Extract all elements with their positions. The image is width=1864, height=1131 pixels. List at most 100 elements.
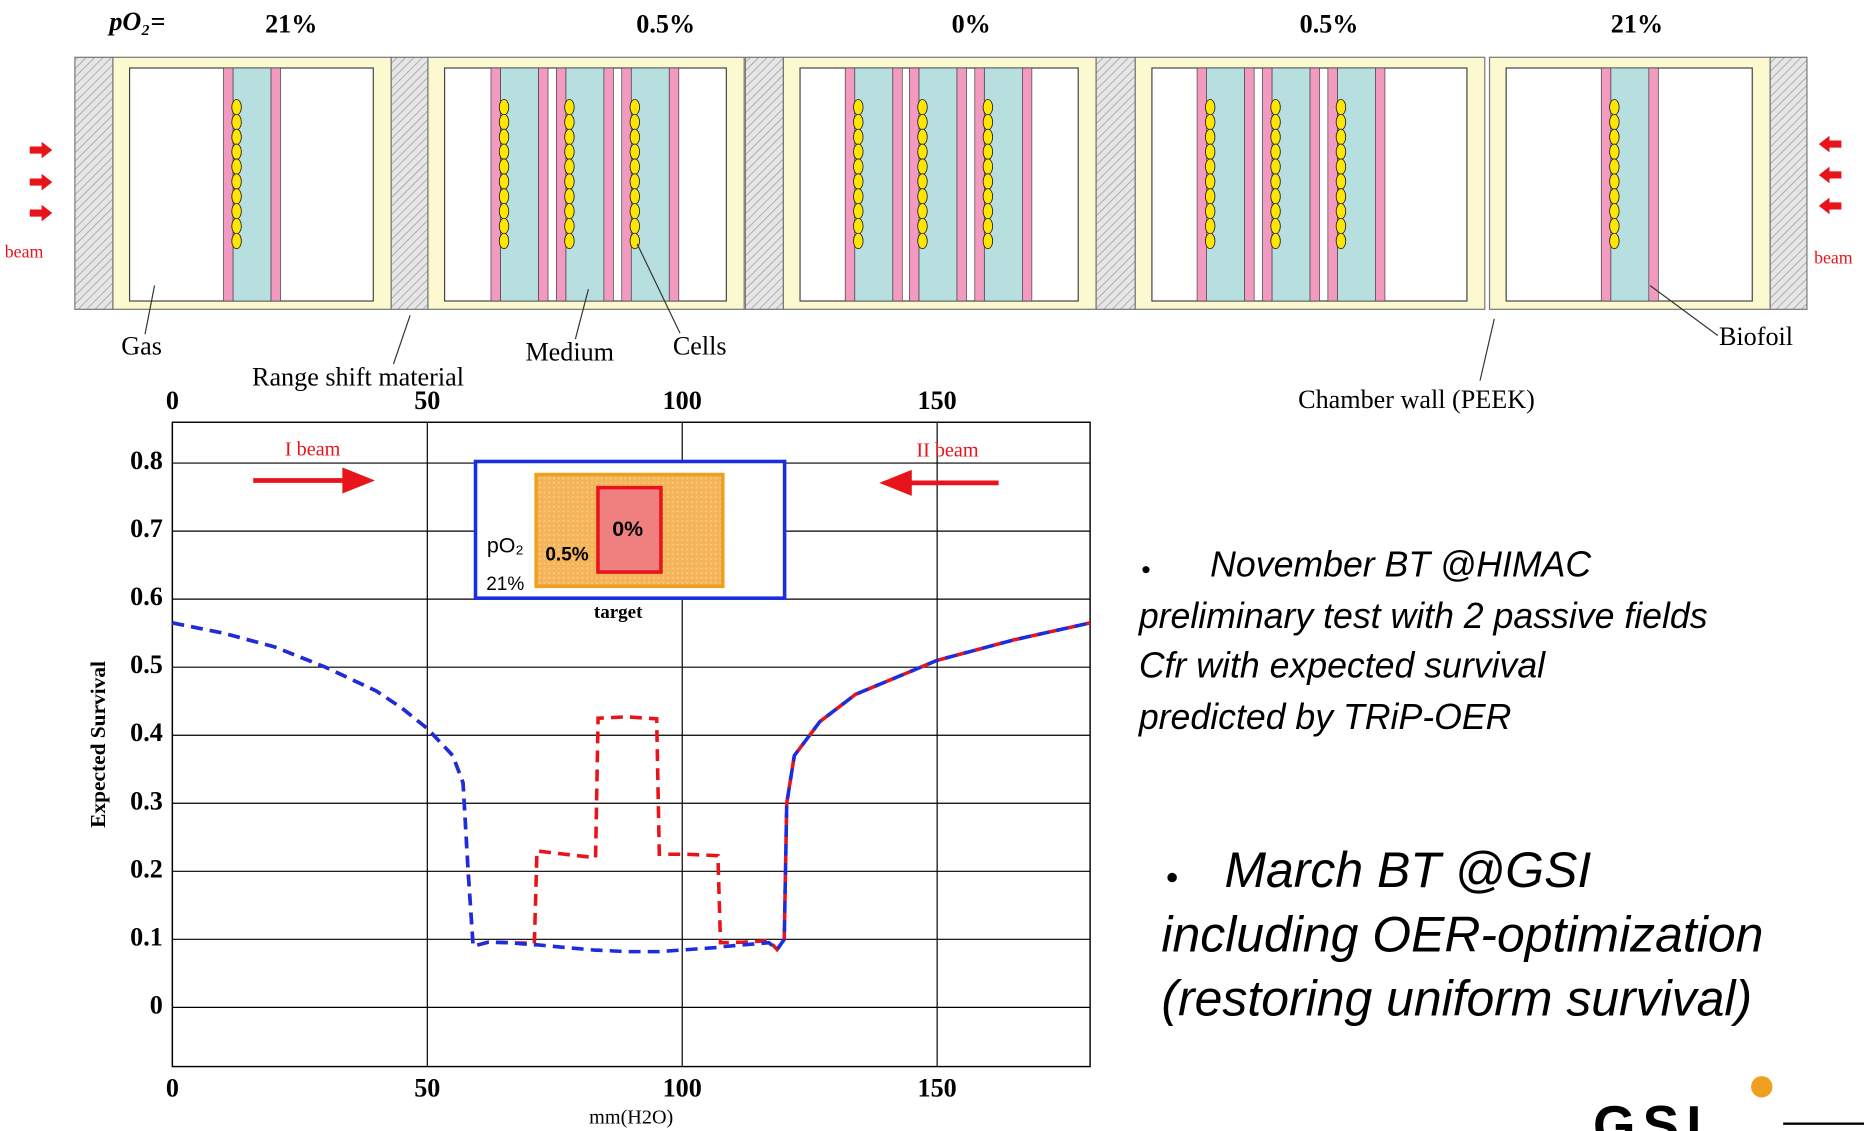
beam-arrow — [29, 141, 53, 159]
cell — [917, 128, 928, 146]
cell — [564, 99, 575, 116]
cell — [564, 232, 575, 250]
cell — [1609, 173, 1620, 190]
cell — [629, 99, 640, 116]
beam-label: beam — [5, 242, 44, 262]
leader-line — [574, 288, 590, 340]
cell — [853, 188, 864, 205]
cell — [629, 143, 640, 160]
annotation: target — [594, 602, 643, 623]
cell — [853, 158, 864, 175]
cell — [231, 203, 242, 220]
cell — [982, 203, 994, 220]
leader-line — [1479, 318, 1495, 381]
cell — [982, 143, 994, 160]
cell — [564, 217, 575, 235]
bullet-text: preliminary test with 2 passive fields — [1138, 596, 1708, 636]
biofoil — [974, 67, 985, 302]
diagram-label: Biofoil — [1719, 322, 1793, 351]
cell — [498, 128, 510, 146]
biofoil — [668, 67, 680, 302]
cell — [1270, 99, 1281, 116]
bullet-text: November BT @HIMAC — [1210, 545, 1591, 585]
cell — [231, 158, 242, 175]
cell — [1335, 232, 1347, 250]
beam-arrow — [1818, 197, 1842, 215]
diagram-label: Range shift material — [252, 362, 464, 391]
cell — [231, 188, 242, 205]
cell — [498, 232, 510, 250]
cell — [853, 203, 864, 220]
biofoil — [603, 67, 614, 302]
biofoil — [1021, 67, 1033, 302]
range-shifter — [74, 56, 114, 310]
cell — [1270, 158, 1281, 175]
biofoil — [555, 67, 567, 302]
leader-line — [392, 315, 411, 365]
cell — [1609, 203, 1620, 220]
leader-line — [144, 285, 156, 335]
diagram-label: Medium — [525, 337, 614, 366]
cell — [1205, 217, 1216, 235]
cell — [917, 158, 928, 175]
x-tick-label: 100 — [663, 1073, 702, 1102]
cell — [629, 158, 640, 175]
cell — [982, 113, 994, 131]
beam-arrow — [1818, 135, 1842, 153]
cell — [982, 99, 994, 116]
cell — [564, 188, 575, 205]
biofoil — [1244, 67, 1255, 302]
range-shifter — [1769, 56, 1808, 310]
beam-arrow — [1818, 166, 1842, 184]
y-axis-label: Expected Survival — [86, 661, 110, 828]
cell — [853, 113, 864, 131]
cell — [231, 128, 242, 146]
cell — [853, 128, 864, 146]
cell — [982, 188, 994, 205]
cell — [498, 158, 510, 175]
biofoil — [490, 67, 501, 302]
range-shifter — [1095, 56, 1136, 310]
beam-label: beam — [1814, 247, 1853, 267]
cell — [564, 143, 575, 160]
chart: 0 0.1 0.2 0.3 0.4 0.5 0.6 0.7 0.8 0 0 50 50 100 100 150… — [86, 386, 1091, 1129]
cell — [917, 217, 928, 235]
annotation: 0% — [612, 517, 643, 541]
cell — [917, 143, 928, 160]
biofoil — [1648, 67, 1659, 302]
biofoil — [1196, 67, 1207, 302]
cell — [231, 143, 242, 160]
cell — [1270, 173, 1281, 190]
cell — [629, 217, 640, 235]
cell — [498, 217, 510, 235]
cell — [1270, 128, 1281, 146]
beam-arrow — [29, 204, 53, 222]
cell — [564, 158, 575, 175]
cell — [629, 188, 640, 205]
y-tick-label: 0.6 — [130, 582, 163, 611]
cell — [1335, 173, 1347, 190]
cell — [231, 113, 242, 131]
po2-value: 21% — [1611, 9, 1663, 38]
cell — [498, 173, 510, 190]
cell — [1335, 113, 1347, 131]
cell — [917, 232, 928, 250]
x-axis-label: mm(H2O) — [589, 1107, 673, 1129]
cell — [231, 232, 242, 250]
cell — [982, 128, 994, 146]
cell — [1270, 232, 1281, 250]
diagram: pO₂= 21% 0.5% 0% 0.5% 21% Gas Range shift mater… — [5, 7, 1853, 414]
cell — [1335, 143, 1347, 160]
cell — [1205, 203, 1216, 220]
biofoil — [956, 67, 967, 302]
cell — [498, 143, 510, 160]
range-shifter — [744, 56, 784, 310]
cell — [231, 99, 242, 116]
annotation: 21% — [486, 574, 524, 595]
cell — [1270, 188, 1281, 205]
cell — [1609, 217, 1620, 235]
cell — [1270, 203, 1281, 220]
cell — [498, 203, 510, 220]
